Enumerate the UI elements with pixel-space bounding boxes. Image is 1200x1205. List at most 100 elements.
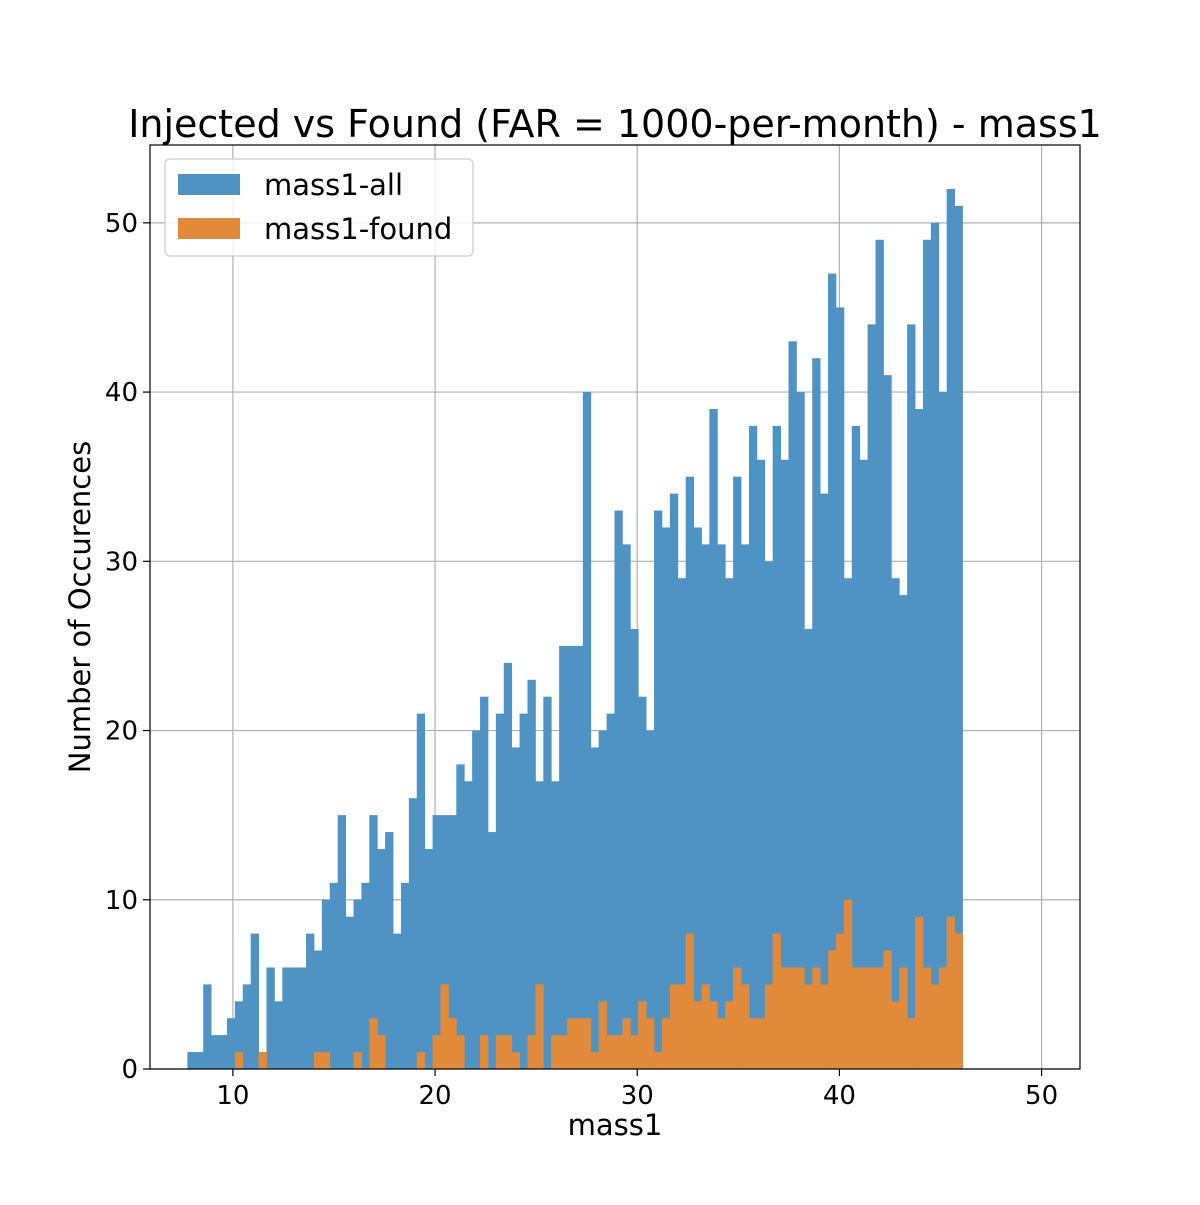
bar-mass1-found <box>891 1001 900 1069</box>
bar-mass1-all <box>306 933 315 1069</box>
bar-mass1-found <box>495 1035 505 1069</box>
bar-mass1-all <box>377 849 386 1069</box>
bar-mass1-all <box>875 239 884 1069</box>
bar-mass1-all <box>440 815 449 1069</box>
bar-mass1-all <box>907 324 916 1069</box>
bar-mass1-found <box>353 1052 362 1069</box>
bar-mass1-found <box>313 1052 323 1069</box>
y-tick-label: 30 <box>105 547 138 577</box>
series-mass1-all <box>187 189 963 1070</box>
bar-mass1-found <box>835 933 845 1069</box>
legend-label-mass1-all: mass1-all <box>264 168 403 202</box>
bar-mass1-all <box>543 696 552 1069</box>
bar-mass1-all <box>835 307 845 1069</box>
bar-mass1-all <box>701 544 710 1069</box>
bar-mass1-found <box>677 984 687 1069</box>
bar-mass1-all <box>756 459 766 1069</box>
bar-mass1-all <box>282 967 291 1069</box>
x-tick-label: 40 <box>823 1081 856 1111</box>
bar-mass1-found <box>748 1018 758 1069</box>
bar-mass1-all <box>820 493 829 1070</box>
bar-mass1-found <box>574 1018 584 1069</box>
bar-mass1-found <box>614 1035 623 1069</box>
bar-mass1-found <box>630 1035 639 1069</box>
bar-mass1-found <box>954 933 963 1069</box>
bar-mass1-all <box>551 781 560 1069</box>
bar-mass1-all <box>195 1052 204 1069</box>
bar-mass1-all <box>654 510 663 1069</box>
bar-mass1-found <box>669 984 679 1069</box>
bar-mass1-all <box>812 358 821 1069</box>
bar-mass1-found <box>709 1001 718 1069</box>
bar-mass1-found <box>654 1052 663 1069</box>
bar-mass1-found <box>559 1035 568 1069</box>
bar-mass1-all <box>274 1001 283 1069</box>
bar-mass1-found <box>938 967 948 1069</box>
legend-swatch-mass1-all <box>178 174 240 195</box>
bar-mass1-found <box>440 984 449 1069</box>
bar-mass1-all <box>915 409 924 1069</box>
bar-mass1-all <box>930 222 940 1069</box>
x-axis-label: mass1 <box>568 1108 663 1142</box>
bar-mass1-all <box>448 815 457 1069</box>
bar-mass1-found <box>432 1035 441 1069</box>
y-tick-label: 40 <box>105 378 138 408</box>
bar-mass1-all <box>495 713 505 1069</box>
bar-mass1-all <box>582 392 592 1070</box>
bar-mass1-all <box>598 730 607 1069</box>
chart-title: Injected vs Found (FAR = 1000-per-month)… <box>128 102 1102 146</box>
bar-mass1-found <box>812 967 821 1069</box>
bar-mass1-found <box>946 916 955 1069</box>
x-tick-label: 10 <box>216 1081 249 1111</box>
bar-mass1-found <box>661 1018 671 1069</box>
bar-mass1-found <box>258 1052 267 1069</box>
bar-mass1-found <box>551 1035 560 1069</box>
bar-mass1-all <box>250 933 259 1069</box>
legend-swatch-mass1-found <box>178 218 240 239</box>
bar-mass1-found <box>535 984 544 1069</box>
bar-mass1-found <box>733 967 742 1069</box>
x-tick-label: 20 <box>419 1081 452 1111</box>
bar-mass1-all <box>187 1052 196 1069</box>
bar-mass1-all <box>226 1018 236 1069</box>
bar-mass1-all <box>464 781 473 1069</box>
bar-mass1-found <box>480 1035 489 1069</box>
bar-mass1-all <box>211 1035 220 1069</box>
bar-mass1-all <box>535 781 544 1069</box>
bar-mass1-all <box>796 392 805 1070</box>
bar-mass1-all <box>242 984 252 1069</box>
y-axis-label: Number of Occurences <box>63 441 97 773</box>
bar-mass1-all <box>828 273 837 1070</box>
bar-mass1-found <box>772 933 781 1069</box>
bar-mass1-all <box>638 696 647 1069</box>
plot-frame <box>149 144 1081 1070</box>
bar-mass1-all <box>219 1035 228 1069</box>
bar-mass1-all <box>954 205 963 1069</box>
bar-mass1-found <box>764 984 774 1069</box>
bar-mass1-found <box>448 1018 457 1069</box>
bar-mass1-all <box>622 544 631 1069</box>
bar-mass1-found <box>930 984 940 1069</box>
bar-mass1-all <box>867 324 876 1069</box>
bar-mass1-found <box>922 967 932 1069</box>
bar-mass1-all <box>748 425 758 1069</box>
bar-mass1-all <box>393 933 402 1069</box>
bar-mass1-all <box>321 899 331 1069</box>
bar-mass1-all <box>843 578 853 1069</box>
bar-mass1-found <box>804 984 813 1069</box>
bar-mass1-found <box>503 1035 513 1069</box>
bar-mass1-all <box>851 425 861 1069</box>
bar-mass1-all <box>519 713 528 1069</box>
bar-mass1-all <box>883 375 892 1070</box>
bar-mass1-all <box>487 832 497 1069</box>
bar-mass1-found <box>234 1052 244 1069</box>
legend-label-mass1-found: mass1-found <box>264 212 452 246</box>
bar-mass1-found <box>606 1035 615 1069</box>
bar-mass1-found <box>598 1001 607 1069</box>
bar-mass1-all <box>661 527 671 1069</box>
bar-mass1-all <box>329 882 339 1069</box>
bar-mass1-found <box>859 967 868 1069</box>
bar-mass1-all <box>946 189 955 1069</box>
bar-mass1-all <box>527 679 536 1069</box>
